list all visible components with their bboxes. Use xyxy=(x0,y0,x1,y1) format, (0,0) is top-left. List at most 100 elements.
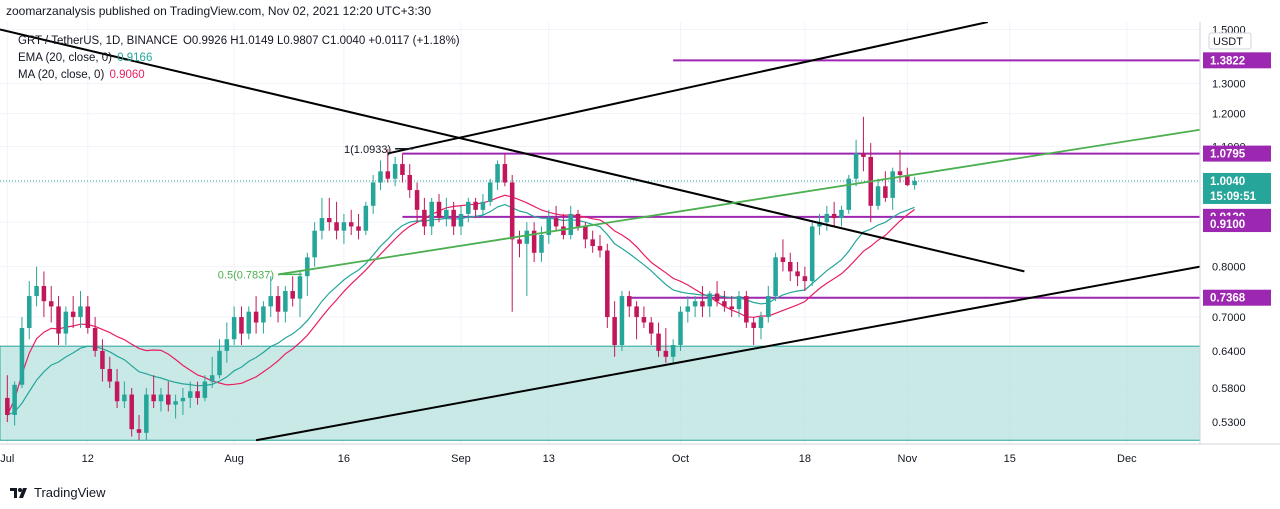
candle xyxy=(524,222,530,297)
candle xyxy=(729,296,734,318)
candle-body xyxy=(341,222,347,231)
candle xyxy=(758,311,764,340)
candle-body xyxy=(136,429,142,433)
candle xyxy=(217,339,222,379)
candle-body xyxy=(502,164,508,183)
candle xyxy=(517,230,522,258)
candle xyxy=(195,381,200,405)
candle xyxy=(612,301,617,357)
candle xyxy=(436,193,442,223)
candle xyxy=(70,296,76,328)
candle-body xyxy=(575,213,581,227)
candle xyxy=(539,226,544,262)
price-tick-label: 0.5800 xyxy=(1212,383,1246,395)
candle-body xyxy=(312,230,317,258)
candle xyxy=(224,322,230,363)
price-badge-label: 15:09:51 xyxy=(1210,191,1257,203)
candle-body xyxy=(809,226,815,282)
candle-body xyxy=(158,394,164,402)
candle xyxy=(670,339,676,363)
candle-body xyxy=(619,296,625,346)
fib-annotation: 0.5(0.7837) xyxy=(218,269,274,281)
candle xyxy=(787,252,793,282)
legend-ohlc: O0.9926 H1.0149 L0.9807 C1.0040 +0.0117 … xyxy=(182,35,460,47)
candle-body xyxy=(634,306,639,318)
candle-body xyxy=(122,394,127,402)
candle-body xyxy=(605,250,610,318)
candle-body xyxy=(290,291,295,299)
fib-annotation: 1(1.0933) xyxy=(344,144,391,156)
candle xyxy=(597,235,603,258)
candle xyxy=(114,368,120,409)
candle xyxy=(85,296,91,334)
candle xyxy=(648,317,654,346)
candle-body xyxy=(612,317,617,346)
candle xyxy=(78,291,83,328)
time-tick-label: Nov xyxy=(898,453,918,465)
support-zone-layer xyxy=(0,345,1201,441)
candle xyxy=(122,381,127,409)
price-chart[interactable]: 1(1.0933) 0.5(0.7837) 1.50001.30001.20001… xyxy=(0,22,1280,469)
candle xyxy=(634,301,639,340)
price-tick-label: 0.8000 xyxy=(1212,262,1246,274)
candle xyxy=(144,387,149,441)
candle xyxy=(553,205,559,231)
candle-body xyxy=(751,322,756,328)
candle xyxy=(802,266,808,292)
candle xyxy=(312,222,317,267)
candle xyxy=(846,174,852,214)
candle-body xyxy=(27,296,32,328)
candle-body xyxy=(744,296,749,323)
candle-body xyxy=(414,190,420,210)
candle-body xyxy=(356,226,361,231)
candle xyxy=(883,171,888,202)
candle-body xyxy=(524,230,530,244)
candle xyxy=(831,201,837,227)
footer-brand[interactable]: TradingView xyxy=(10,485,106,500)
candle-body xyxy=(166,394,171,405)
candle-body xyxy=(736,296,742,310)
candle xyxy=(341,213,347,244)
candle-body xyxy=(436,201,442,219)
candle-body xyxy=(180,397,186,402)
candle xyxy=(202,375,208,402)
candle-body xyxy=(509,182,515,240)
candle xyxy=(187,381,193,409)
candle-body xyxy=(107,368,113,382)
legend-symbol-row[interactable]: GRT / TetherUS, 1D, BINANCE O0.9926 H1.0… xyxy=(18,35,460,47)
candle-body xyxy=(34,286,39,297)
candle-body xyxy=(839,209,844,219)
candle xyxy=(487,178,493,206)
candle xyxy=(480,193,486,219)
candle-body xyxy=(758,317,764,328)
candle-body xyxy=(114,381,120,402)
candle xyxy=(912,176,917,190)
legend-ma-label: MA (20, close, 0) xyxy=(18,69,105,81)
unit-label: USDT xyxy=(1213,36,1243,48)
candle xyxy=(392,156,398,187)
candle xyxy=(180,387,186,415)
candle xyxy=(151,375,156,409)
legend-ma-row[interactable]: MA (20, close, 0) 0.9060 xyxy=(18,69,145,81)
candle-body xyxy=(517,239,522,244)
candle xyxy=(685,296,691,323)
candle-body xyxy=(239,317,244,334)
time-tick-label: 18 xyxy=(799,453,811,465)
time-tick-label: Sep xyxy=(451,453,471,465)
candle-body xyxy=(444,209,449,219)
candle xyxy=(297,271,303,318)
candle xyxy=(400,153,405,183)
candles-layer xyxy=(5,116,917,441)
legend-ema-row[interactable]: EMA (20, close, 0) 0.9166 xyxy=(18,52,152,64)
candle xyxy=(905,167,910,187)
candle xyxy=(414,182,420,223)
candle-body xyxy=(700,301,705,307)
candle-body xyxy=(327,218,332,223)
candle xyxy=(41,271,47,318)
candle-body xyxy=(78,306,83,318)
candle-body xyxy=(853,153,859,179)
candle-body xyxy=(85,306,91,328)
candle-body xyxy=(641,317,647,323)
candle-body xyxy=(319,218,325,231)
candle-body xyxy=(275,296,281,312)
